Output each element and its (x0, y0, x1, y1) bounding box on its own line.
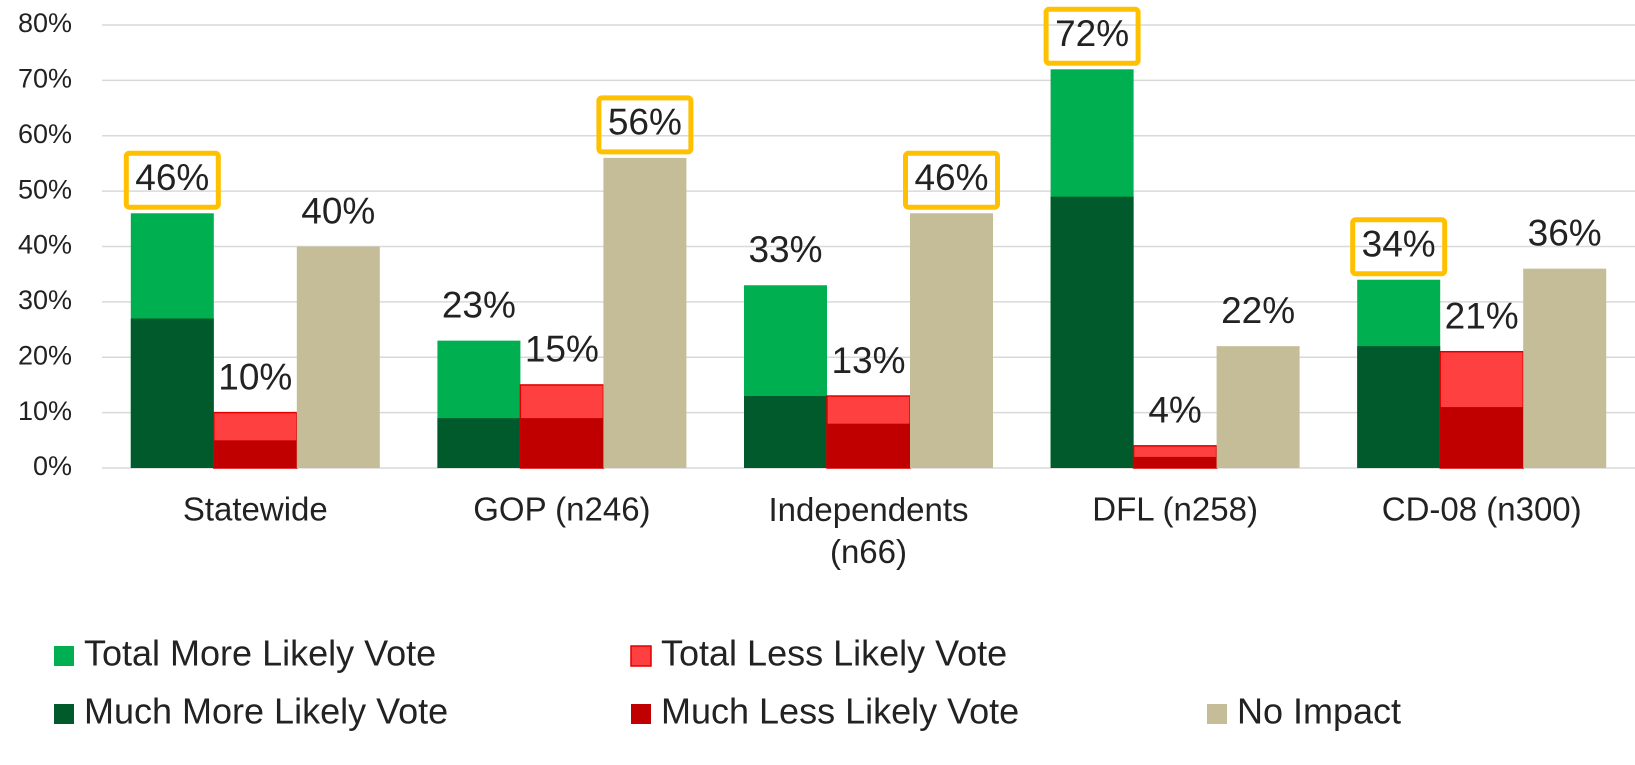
legend-swatch (54, 704, 74, 724)
y-tick-label: 10% (18, 396, 72, 426)
y-tick-label: 20% (18, 340, 72, 370)
y-tick-label: 30% (18, 285, 72, 315)
legend-swatch (1207, 704, 1227, 724)
bar (1357, 346, 1441, 468)
value-label: 56% (608, 102, 682, 143)
x-tick-label: CD-08 (n300) (1382, 491, 1582, 528)
bar (130, 318, 214, 468)
bar (1440, 407, 1524, 468)
bar (603, 157, 687, 468)
y-tick-label: 60% (18, 119, 72, 149)
highlight-box (1043, 6, 1141, 66)
value-label: 15% (525, 329, 599, 370)
highlight-box (123, 150, 221, 210)
y-tick-label: 40% (18, 230, 72, 260)
legend-label: Much Less Likely Vote (661, 691, 1019, 732)
value-label: 10% (218, 356, 292, 397)
value-label: 40% (301, 190, 375, 231)
y-tick-label: 50% (18, 174, 72, 204)
legend-label: Much More Likely Vote (84, 691, 448, 732)
value-label: 46% (914, 157, 988, 198)
y-tick-label: 70% (18, 64, 72, 94)
legend-label: No Impact (1237, 691, 1401, 732)
x-tick-label: Statewide (183, 491, 328, 528)
legend-swatch (630, 645, 652, 667)
highlight-box (1350, 217, 1448, 277)
bar (437, 418, 521, 468)
value-label: 46% (135, 157, 209, 198)
bar (744, 396, 827, 468)
value-label: 72% (1055, 13, 1129, 54)
value-label: 22% (1221, 290, 1295, 331)
value-label: 13% (831, 340, 905, 381)
bar (1050, 196, 1134, 468)
legend-label: Total More Likely Vote (84, 633, 436, 674)
x-tick-line: (n66) (830, 533, 907, 570)
legend-swatch (631, 704, 651, 724)
bar (520, 418, 604, 468)
value-label: 21% (1445, 295, 1519, 336)
x-tick-label: DFL (n258) (1092, 491, 1258, 528)
x-tick-label: Independents (n66) (768, 491, 968, 570)
legend-swatch (54, 646, 74, 666)
highlight-box (903, 150, 1000, 210)
value-label: 34% (1362, 224, 1436, 265)
bar (213, 440, 297, 468)
x-tick-line: Independents (768, 491, 968, 528)
highlight-box (596, 95, 694, 155)
bar (1133, 456, 1217, 468)
value-label: 33% (748, 229, 822, 270)
legend-label: Total Less Likely Vote (661, 633, 1007, 674)
bar (827, 423, 910, 468)
value-label: 23% (442, 284, 516, 325)
bar (296, 246, 380, 468)
bar (1216, 346, 1300, 468)
value-label: 36% (1528, 212, 1602, 253)
value-label: 4% (1148, 390, 1201, 431)
x-tick-label: GOP (n246) (473, 491, 650, 528)
y-tick-label: 0% (33, 451, 72, 481)
bar (910, 213, 993, 468)
bar (1523, 268, 1607, 468)
y-tick-label: 80% (18, 8, 72, 38)
